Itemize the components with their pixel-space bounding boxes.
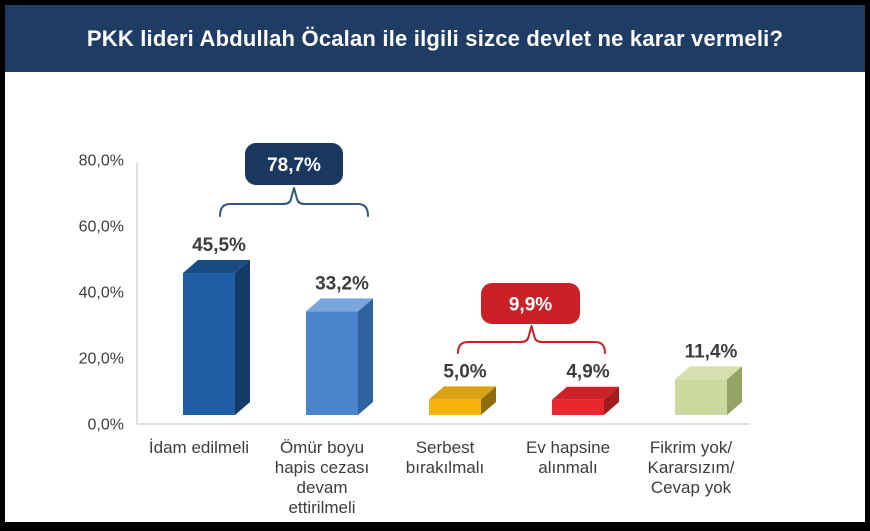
callout-bracket [219,187,369,217]
category-label: Cevap yok [651,478,732,497]
bar-chart: 0,0% 20,0% 40,0% 60,0% 80,0% 45,5% 33,2% 5,0% 4,… [5,72,865,522]
bar-side [235,260,250,415]
category-label: Kararsızım/ [648,458,735,477]
bar-front [552,399,604,415]
chart-bar [306,298,373,415]
bar-value-label: 4,9% [566,362,609,383]
question-header: PKK lideri Abdullah Öcalan ile ilgili si… [5,5,865,72]
bar-top [429,386,496,400]
category-label: hapis cezası [275,458,370,477]
bar-value-label: 33,2% [315,273,369,294]
callout-box [245,143,343,185]
chart-bar [183,260,250,415]
callout-label: 9,9% [509,295,552,316]
bar-top [675,366,742,380]
y-tick-label: 80,0% [79,153,124,170]
bar-side [727,366,742,415]
question-title: PKK lideri Abdullah Öcalan ile ilgili si… [86,25,784,51]
bar-value-label: 11,4% [685,341,738,362]
bar-top [552,386,619,400]
chart-bar [429,386,496,415]
callout-bracket [457,325,606,354]
category-label: bırakılmalı [406,458,484,477]
category-label: devam [296,478,347,497]
category-label: Ev hapsine [526,438,610,457]
y-tick-label: 60,0% [79,219,124,236]
bar-front [183,273,235,415]
bar-front [675,379,727,415]
chart-bar [552,386,619,415]
bar-top [306,298,373,312]
bar-side [604,386,619,415]
bar-value-label: 45,5% [192,235,246,256]
chart-canvas: 0,0% 20,0% 40,0% 60,0% 80,0% 45,5% 33,2% 5,0% 4,… [79,143,750,517]
bar-side [358,298,373,415]
bar-front [306,311,358,415]
category-label: alınmalı [538,458,598,477]
callout-label: 78,7% [267,155,321,176]
category-label: Ömür boyu [280,438,364,457]
y-tick-label: 20,0% [79,351,124,368]
y-tick-label: 40,0% [79,285,124,302]
category-label: Fikrim yok/ [650,438,732,457]
chart-bar [675,366,742,415]
category-label: İdam edilmeli [149,438,249,457]
bar-top [183,260,250,274]
callout-box [481,283,580,324]
category-label: ettirilmeli [288,498,355,517]
bar-value-label: 5,0% [443,361,486,382]
bar-front [429,399,481,415]
y-tick-label: 0,0% [88,417,124,434]
category-label: Serbest [416,438,475,457]
bar-side [481,386,496,415]
